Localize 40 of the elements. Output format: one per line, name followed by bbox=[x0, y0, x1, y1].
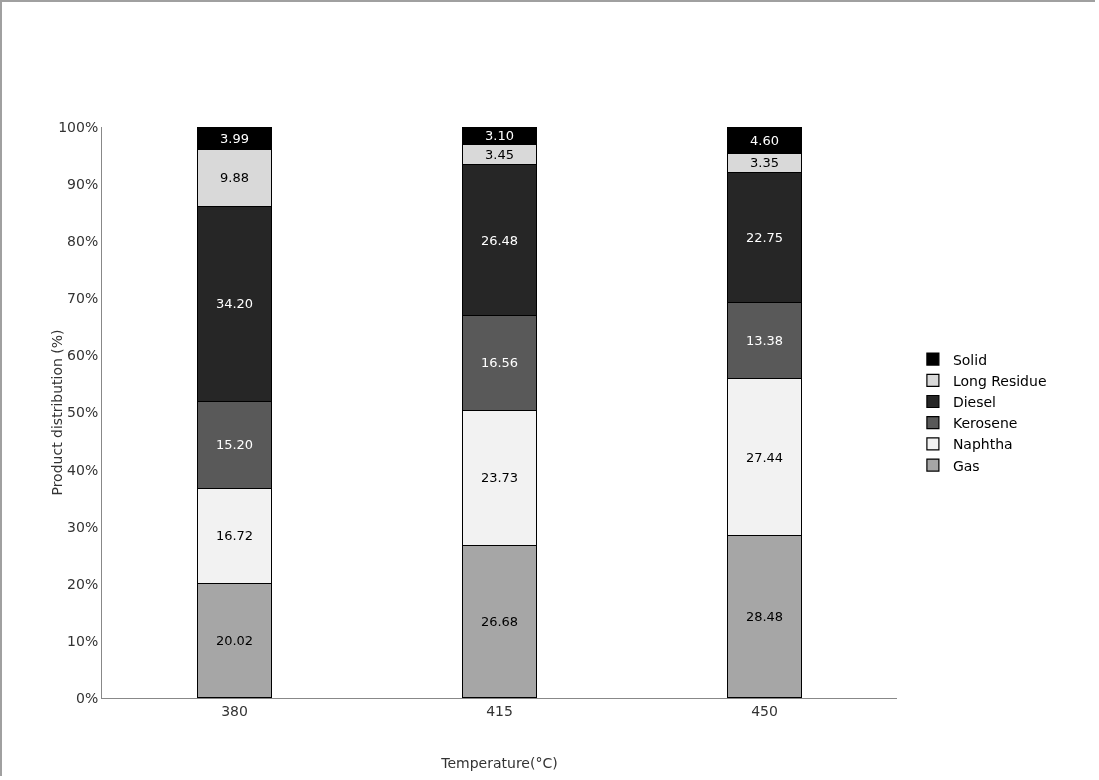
y-tick-label: 40% bbox=[67, 461, 99, 478]
y-tick-label: 60% bbox=[67, 347, 99, 364]
data-label: 16.56 bbox=[480, 355, 519, 371]
data-label: 3.99 bbox=[220, 130, 249, 146]
y-tick-label: 20% bbox=[67, 575, 99, 592]
legend-label: Naphtha bbox=[952, 436, 1013, 453]
x-axis-title: Temperature(°C) bbox=[440, 755, 558, 772]
data-label: 27.44 bbox=[745, 449, 784, 465]
data-label: 15.20 bbox=[215, 437, 254, 453]
legend-label: Diesel bbox=[952, 393, 996, 410]
legend-label: Long Residue bbox=[952, 372, 1047, 389]
data-label: 28.48 bbox=[745, 609, 784, 625]
data-label: 4.60 bbox=[750, 132, 779, 148]
y-tick-label: 30% bbox=[67, 518, 99, 535]
data-label: 34.20 bbox=[215, 296, 254, 312]
y-tick-label: 100% bbox=[58, 118, 99, 135]
y-axis-title: Product distribution (%) bbox=[49, 329, 66, 496]
y-tick-label: 70% bbox=[67, 290, 99, 307]
data-label: 13.38 bbox=[745, 333, 784, 349]
data-label: 3.35 bbox=[750, 155, 779, 171]
legend-label: Kerosene bbox=[952, 415, 1018, 432]
x-tick-label: 380 bbox=[221, 702, 248, 719]
data-label: 20.02 bbox=[215, 633, 254, 649]
legend-label: Gas bbox=[952, 457, 980, 474]
y-tick-label: 80% bbox=[67, 233, 99, 250]
y-tick-label: 90% bbox=[67, 176, 99, 193]
data-label: 26.48 bbox=[480, 232, 519, 248]
x-tick-label: 415 bbox=[486, 702, 513, 719]
y-tick-label: 0% bbox=[75, 689, 99, 706]
y-tick-label: 10% bbox=[67, 632, 99, 649]
data-label: 9.88 bbox=[220, 170, 249, 186]
data-label: 16.72 bbox=[215, 528, 254, 544]
data-label: 26.68 bbox=[480, 614, 519, 630]
data-label: 22.75 bbox=[745, 229, 784, 245]
data-label: 23.73 bbox=[480, 470, 519, 486]
data-label: 3.45 bbox=[485, 147, 514, 163]
data-label: 3.10 bbox=[485, 128, 514, 144]
legend-label: Solid bbox=[952, 351, 988, 368]
x-tick-label: 450 bbox=[751, 702, 778, 719]
y-tick-label: 50% bbox=[67, 404, 99, 421]
